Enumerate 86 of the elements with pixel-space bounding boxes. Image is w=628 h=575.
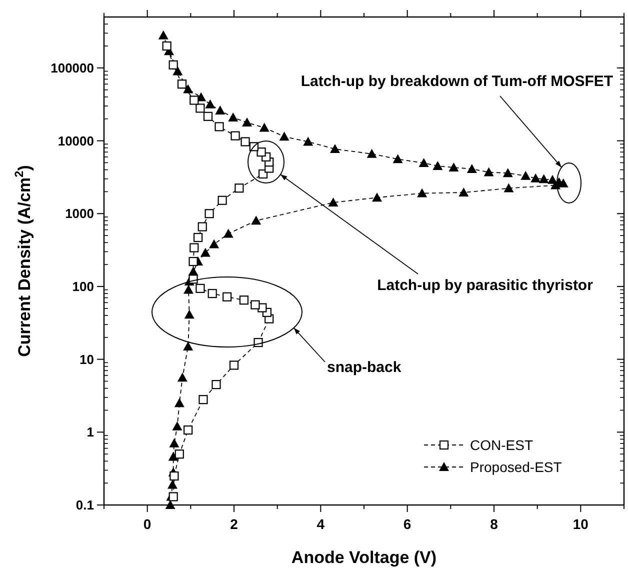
point [218, 196, 227, 205]
point [504, 183, 514, 192]
x-tick-label: 10 [572, 516, 589, 532]
point [230, 131, 240, 140]
point [234, 184, 244, 193]
point [177, 80, 187, 89]
point [228, 112, 238, 122]
x-tick-label: 4 [316, 516, 325, 532]
point [256, 148, 266, 157]
point [484, 167, 494, 176]
annotation: Latch-up by breakdown of Tum-off MOSFET [300, 73, 614, 90]
point [196, 104, 205, 113]
x-tick-label: 0 [143, 516, 152, 532]
point [502, 168, 513, 178]
point [184, 425, 193, 435]
y-tick-label: 10000 [58, 133, 94, 148]
point [372, 192, 382, 202]
point [239, 296, 249, 305]
point [458, 187, 469, 196]
point [215, 106, 226, 115]
annotation: Latch-up by parasitic thyristor [377, 277, 594, 294]
point [174, 398, 184, 408]
point [198, 222, 207, 232]
point [417, 188, 428, 198]
point [392, 154, 403, 164]
x-tick-label: 6 [403, 516, 412, 532]
point [208, 288, 217, 298]
point [418, 158, 429, 168]
x-axis-title: Anode Voltage (V) [291, 548, 437, 567]
point [190, 96, 199, 105]
point [200, 248, 210, 257]
point [212, 380, 221, 390]
point [168, 492, 178, 502]
point [548, 174, 558, 184]
legend-label: CON-EST [470, 436, 534, 453]
point [184, 284, 194, 294]
x-tick-label: 2 [230, 516, 238, 532]
point [222, 292, 232, 302]
point [203, 112, 213, 121]
y-tick-label: 100000 [50, 60, 94, 76]
point [198, 395, 208, 404]
point [204, 209, 214, 218]
point [366, 148, 377, 158]
point [259, 122, 270, 132]
point [279, 132, 290, 141]
point [538, 174, 549, 184]
point [190, 243, 199, 252]
point [196, 284, 205, 293]
point [174, 450, 184, 459]
y-tick-label: 10 [80, 352, 94, 367]
point [184, 310, 194, 319]
point [205, 99, 216, 108]
y-tick-label: 100 [72, 279, 94, 294]
point [170, 471, 179, 481]
point [183, 341, 194, 350]
point [250, 300, 260, 310]
y-tick-label: 1 [86, 424, 94, 440]
point [172, 421, 182, 430]
point [162, 41, 172, 51]
annotation: snap-back [327, 359, 402, 376]
y-tick-label: 1000 [65, 206, 94, 222]
point [158, 30, 168, 40]
x-tick-label: 8 [490, 516, 498, 532]
point [251, 216, 262, 225]
point [240, 137, 250, 146]
point [432, 161, 443, 170]
point [188, 256, 198, 266]
point [177, 372, 188, 382]
point [193, 232, 203, 242]
point [448, 162, 459, 172]
point [172, 66, 183, 76]
point [242, 118, 252, 127]
point [328, 198, 338, 207]
point [223, 228, 234, 238]
point [209, 239, 220, 248]
point [466, 164, 477, 173]
legend-label: Proposed-EST [470, 458, 562, 475]
point [169, 438, 180, 448]
point [229, 360, 239, 370]
point [530, 173, 541, 182]
point [168, 60, 178, 70]
point [520, 170, 531, 180]
point [303, 136, 314, 146]
point [330, 144, 340, 154]
point [214, 122, 224, 132]
y-tick-label: 0.1 [76, 498, 94, 513]
